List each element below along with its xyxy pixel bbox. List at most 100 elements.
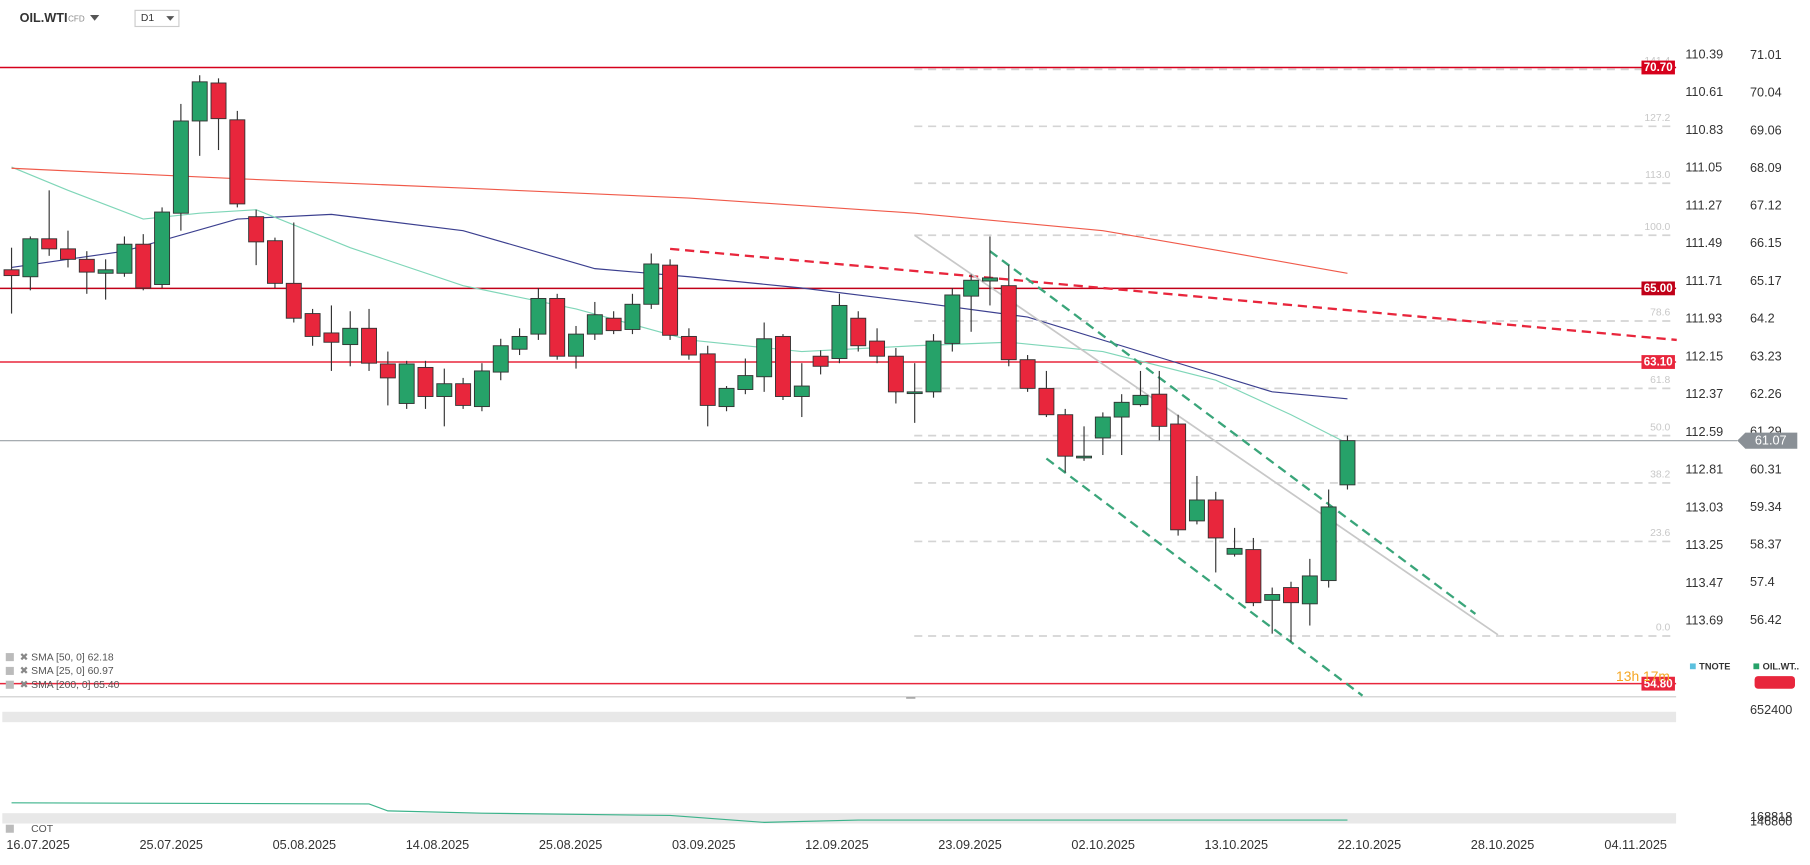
trendline: [1045, 457, 1364, 697]
y2-tick-label: 111.49: [1685, 236, 1722, 250]
candle-body: [135, 243, 152, 289]
y2-tick-label: 110.61: [1685, 85, 1723, 99]
x-tick-label: 16.07.2025: [6, 838, 69, 852]
trendline: [669, 247, 1677, 342]
y2-tick-label: 112.15: [1685, 349, 1723, 363]
candle-body: [1132, 394, 1149, 406]
level-tag: [1641, 281, 1675, 296]
x-tick-label: 05.08.2025: [273, 838, 336, 852]
candle-body: [530, 297, 547, 335]
candle-body: [850, 317, 867, 347]
moving-average: [11, 213, 1348, 400]
fib-label: 113.0: [1645, 170, 1670, 181]
y2-tick-label: 113.25: [1685, 538, 1723, 552]
ma-legend: SMA [200, 0] 65.40: [31, 680, 119, 691]
ma-legend-icon: [5, 680, 14, 689]
x-tick-label: 28.10.2025: [1471, 838, 1534, 852]
legend-swatch: [1689, 663, 1696, 670]
y-tick-label: 71.01: [1750, 48, 1782, 62]
x-tick-label: 13.10.2025: [1205, 838, 1268, 852]
level-tag-label: 65.00: [1644, 283, 1673, 295]
legend-swatch: [1753, 663, 1760, 670]
level-tag-label: 54.80: [1644, 678, 1673, 690]
fib-label: 23.6: [1650, 528, 1670, 539]
x-tick-label: 02.10.2025: [1071, 838, 1134, 852]
level-tag-label: 70.70: [1644, 62, 1673, 74]
x-tick-label: 25.08.2025: [539, 838, 602, 852]
cot-tick-label: 652400: [1750, 703, 1792, 717]
candle-body: [1038, 387, 1055, 416]
y2-tick-label: 112.37: [1685, 387, 1723, 401]
candle-body: [3, 269, 20, 277]
fib-label: 38.2: [1650, 470, 1670, 481]
y-tick-label: 58.37: [1750, 538, 1782, 552]
candle-body: [756, 338, 773, 378]
symbol-dropdown[interactable]: [90, 14, 100, 21]
x-tick-label: 23.09.2025: [938, 838, 1001, 852]
candle-body: [60, 248, 76, 260]
candle-body: [887, 355, 904, 393]
trendline: [989, 250, 1477, 615]
legend-label: OIL.WT..: [1763, 661, 1799, 671]
ma-legend-close: ✖: [20, 652, 29, 663]
x-tick-label: 03.09.2025: [672, 838, 735, 852]
interval[interactable]: D1: [141, 13, 154, 24]
candle-body: [361, 327, 378, 364]
candle-body: [1113, 401, 1130, 418]
candle-body: [492, 345, 509, 373]
candle-body: [1207, 499, 1224, 539]
candle-body: [981, 277, 998, 282]
candle-body: [285, 282, 302, 319]
candle-body: [963, 279, 980, 297]
candle-body: [1057, 414, 1074, 457]
candle-body: [398, 363, 415, 404]
interval-box[interactable]: [134, 9, 180, 28]
candle-body: [1226, 547, 1243, 555]
candle-body: [154, 211, 171, 285]
candle-body: [1264, 594, 1281, 601]
candle-body: [455, 383, 472, 406]
x-tick-label: 12.09.2025: [805, 838, 868, 852]
level-tag: [1641, 60, 1675, 75]
candle-body: [605, 317, 622, 332]
symbol[interactable]: OIL.WTI: [20, 11, 68, 25]
ma-legend-icon: [5, 666, 14, 675]
x-tick-label: 25.07.2025: [139, 838, 202, 852]
candle-body: [97, 269, 114, 274]
instrument-kind: CFD: [68, 15, 85, 24]
cot-legend-icon: [5, 824, 14, 833]
candle-body: [643, 263, 660, 305]
y2-tick-label: 110.83: [1685, 123, 1723, 137]
candle-body: [248, 216, 265, 243]
y-tick-label: 65.17: [1750, 274, 1782, 288]
y2-tick-label: 111.27: [1685, 198, 1722, 212]
y-tick-label: 66.15: [1750, 236, 1782, 250]
candle-body: [1094, 416, 1111, 439]
candle-body: [22, 238, 39, 278]
candle-body: [78, 258, 95, 273]
y-tick-label: 57.4: [1750, 575, 1775, 589]
cot-legend: COT: [31, 824, 54, 835]
candle-body: [1151, 393, 1168, 427]
interval-dropdown[interactable]: [166, 16, 175, 21]
candle-body: [793, 385, 810, 397]
countdown: 13h 17m: [1616, 668, 1670, 684]
cot-tick-label: 168818: [1750, 810, 1792, 824]
y2-tick-label: 111.05: [1685, 161, 1722, 175]
y2-tick-label: 110.39: [1685, 47, 1723, 61]
ma-legend: SMA [25, 0] 60.97: [31, 666, 114, 677]
cot-tick-label: 146800: [1750, 815, 1792, 829]
candle-body: [1245, 549, 1262, 604]
y2-tick-label: 113.03: [1685, 500, 1723, 514]
candle-body: [925, 340, 942, 393]
fib-label: 61.8: [1650, 375, 1670, 386]
candle-body: [568, 333, 584, 357]
y-tick-label: 67.12: [1750, 199, 1782, 213]
candle-body: [116, 243, 133, 274]
ma-legend-close: ✖: [20, 680, 29, 691]
fib-label: 0.0: [1656, 623, 1671, 634]
legend-button[interactable]: [1754, 676, 1795, 689]
candle-body: [266, 240, 283, 284]
